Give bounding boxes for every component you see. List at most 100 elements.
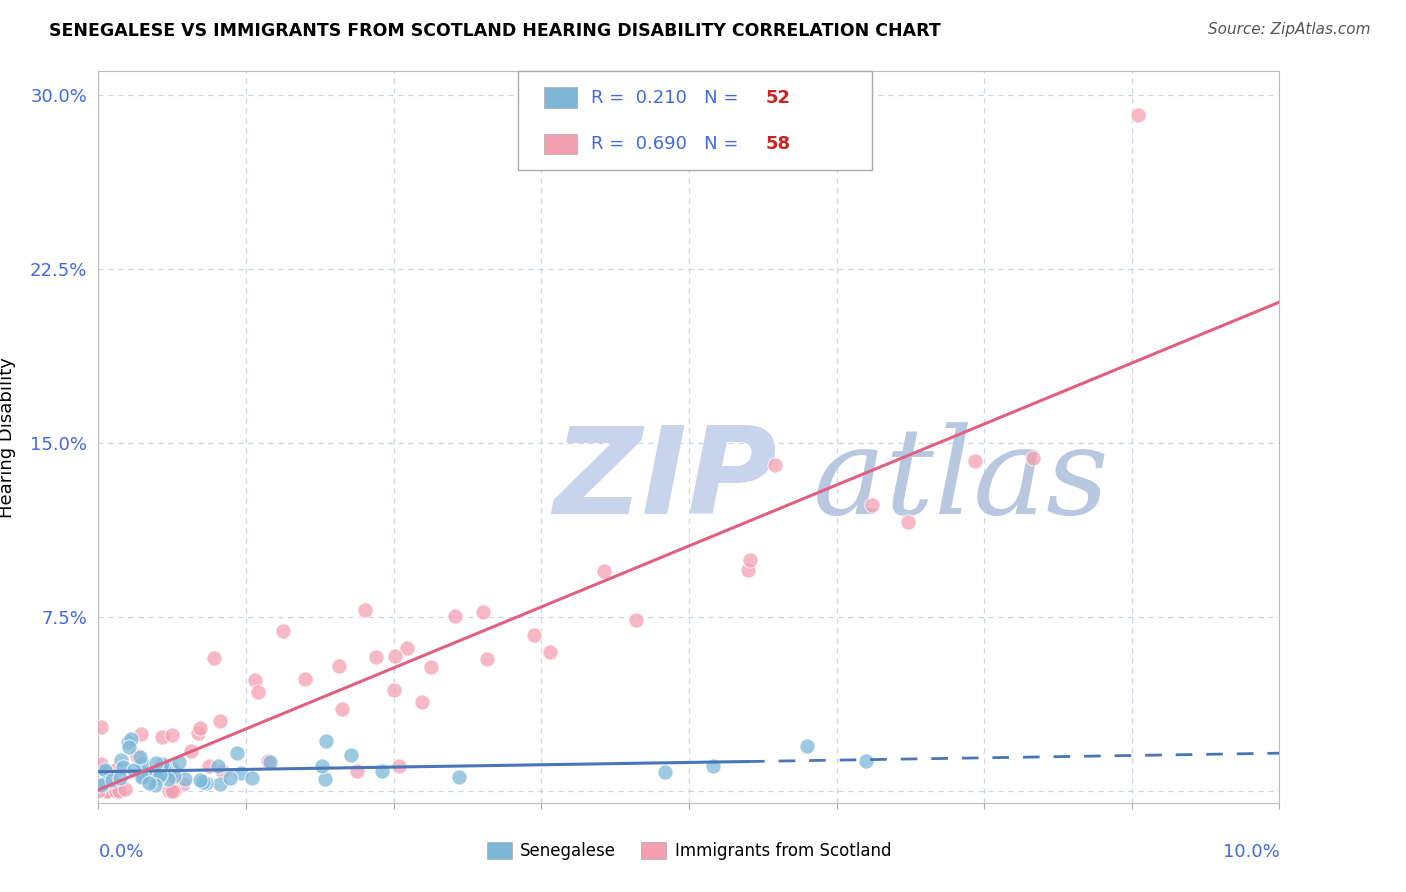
Point	[118, 739, 141, 754]
Point	[97, 784, 120, 798]
Point	[231, 765, 253, 780]
Point	[860, 498, 883, 512]
Point	[218, 772, 240, 786]
Point	[160, 761, 183, 775]
Text: Source: ZipAtlas.com: Source: ZipAtlas.com	[1208, 22, 1371, 37]
Point	[112, 760, 135, 774]
Point	[120, 732, 142, 747]
Text: R =  0.210   N =: R = 0.210 N =	[591, 88, 744, 107]
Point	[523, 627, 546, 641]
Bar	[544, 87, 576, 108]
Text: 10.0%: 10.0%	[1223, 843, 1279, 861]
Point	[160, 727, 183, 741]
Text: 0.0%: 0.0%	[98, 843, 143, 861]
Point	[110, 753, 132, 767]
Point	[150, 757, 173, 772]
Point	[157, 772, 180, 787]
Point	[162, 768, 184, 782]
Point	[165, 765, 187, 780]
Point	[108, 784, 131, 798]
Point	[315, 733, 337, 747]
Point	[626, 613, 648, 627]
Point	[138, 776, 160, 790]
Point	[472, 605, 495, 619]
Point	[384, 648, 406, 663]
Point	[190, 721, 212, 735]
Point	[188, 772, 211, 787]
Point	[965, 454, 987, 468]
Legend: Senegalese, Immigrants from Scotland: Senegalese, Immigrants from Scotland	[486, 842, 891, 860]
Point	[90, 757, 112, 772]
Point	[94, 765, 117, 780]
Text: atlas: atlas	[813, 422, 1109, 540]
Point	[855, 754, 877, 768]
Point	[143, 769, 166, 783]
Point	[128, 749, 150, 764]
Point	[328, 659, 350, 673]
Point	[87, 784, 110, 798]
Point	[294, 672, 316, 686]
Point	[117, 735, 139, 749]
Point	[163, 784, 186, 798]
Point	[207, 759, 229, 773]
Point	[129, 727, 152, 741]
Point	[364, 649, 387, 664]
Point	[122, 763, 145, 777]
Text: SENEGALESE VS IMMIGRANTS FROM SCOTLAND HEARING DISABILITY CORRELATION CHART: SENEGALESE VS IMMIGRANTS FROM SCOTLAND H…	[49, 22, 941, 40]
Point	[94, 775, 117, 789]
Point	[702, 759, 724, 773]
Point	[240, 771, 263, 785]
Point	[167, 755, 190, 769]
Point	[388, 759, 411, 773]
Point	[208, 714, 231, 729]
Point	[1022, 450, 1045, 465]
Point	[131, 770, 153, 784]
Point	[763, 458, 786, 472]
Point	[191, 774, 214, 789]
Text: ZIP: ZIP	[553, 423, 778, 540]
Point	[211, 764, 233, 779]
Point	[125, 748, 148, 763]
Point	[411, 695, 433, 709]
Point	[896, 516, 918, 530]
FancyBboxPatch shape	[517, 71, 872, 170]
Point	[447, 770, 470, 784]
Point	[90, 778, 112, 792]
Point	[738, 553, 761, 567]
Point	[187, 726, 209, 740]
Point	[654, 765, 676, 780]
Point	[245, 673, 267, 687]
Point	[157, 784, 180, 798]
Point	[142, 771, 165, 785]
Point	[796, 739, 818, 754]
Point	[104, 784, 127, 798]
Point	[396, 641, 419, 656]
Point	[149, 768, 172, 782]
Point	[194, 776, 217, 790]
Point	[1126, 108, 1149, 122]
Point	[475, 651, 498, 665]
Point	[346, 764, 368, 778]
Point	[314, 772, 336, 786]
Point	[96, 784, 118, 798]
Point	[146, 771, 169, 785]
Point	[108, 771, 131, 785]
Point	[132, 766, 155, 780]
Point	[101, 773, 124, 788]
Point	[202, 651, 225, 665]
Point	[246, 685, 269, 699]
Point	[420, 659, 443, 673]
Point	[538, 645, 561, 659]
Point	[225, 746, 247, 760]
Point	[208, 777, 231, 791]
Point	[145, 778, 167, 792]
Text: 58: 58	[766, 135, 790, 153]
Point	[311, 759, 333, 773]
Point	[160, 784, 183, 798]
Point	[153, 767, 176, 781]
Point	[94, 763, 117, 777]
Point	[145, 756, 167, 770]
Point	[273, 624, 295, 639]
Text: 52: 52	[766, 88, 790, 107]
Point	[382, 683, 405, 698]
